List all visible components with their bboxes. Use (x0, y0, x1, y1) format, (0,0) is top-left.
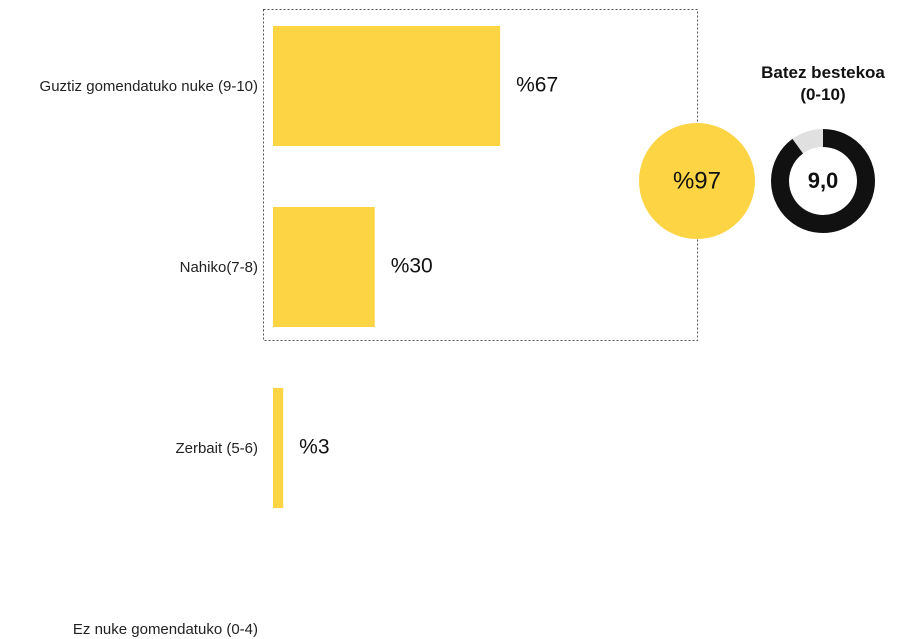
category-label: Zerbait (5-6) (175, 439, 258, 457)
category-label: Nahiko(7-8) (179, 258, 258, 276)
value-label: %3 (299, 436, 329, 459)
summary-circle (639, 123, 755, 239)
average-title: Batez bestekoa (0-10) (761, 63, 885, 104)
value-label: %67 (516, 74, 558, 97)
bar (273, 26, 501, 146)
summary-label: %97 (673, 167, 721, 194)
average-label: 9,0 (808, 168, 839, 193)
category-label: Ez nuke gomendatuko (0-4) (72, 620, 258, 638)
value-label: %30 (391, 255, 433, 278)
donut-arc (771, 129, 875, 233)
bar (273, 388, 284, 508)
group-box (263, 9, 698, 341)
bar (273, 207, 375, 327)
category-label: Guztiz gomendatuko nuke (9-10) (39, 77, 258, 95)
